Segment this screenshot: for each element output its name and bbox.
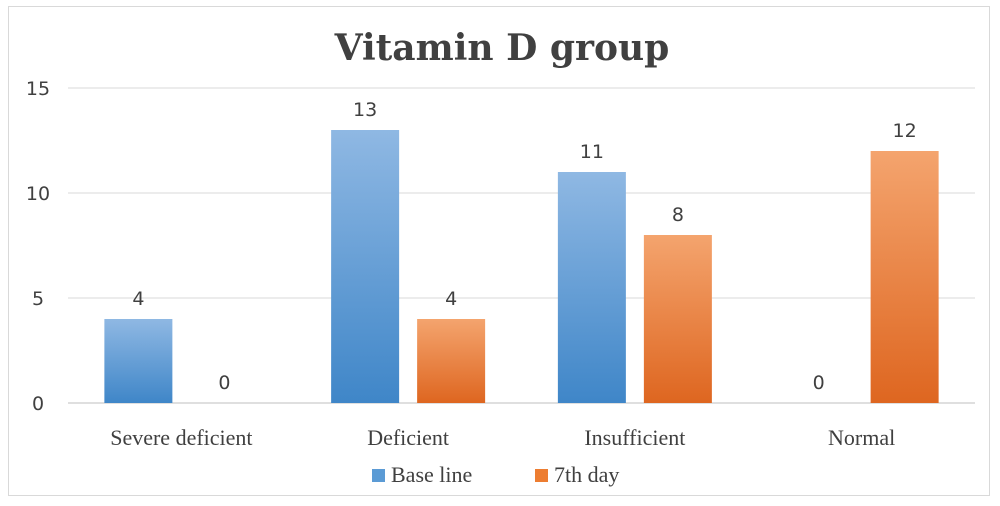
x-axis: Severe deficient Deficient Insufficient Nor… (110, 425, 895, 450)
legend-label: Base line (391, 462, 472, 487)
legend-label: 7th day (554, 462, 619, 487)
x-tick-label: Insufficient (584, 425, 685, 450)
data-label: 13 (353, 99, 377, 121)
legend-swatch (372, 469, 385, 482)
bar-day7 (643, 235, 712, 403)
bar-day7 (870, 151, 939, 403)
legend-swatch (535, 469, 548, 482)
x-tick-label: Deficient (367, 425, 449, 450)
data-labels: 4 0 13 4 11 8 0 12 (132, 99, 916, 394)
bar-baseline (557, 172, 626, 403)
x-tick-label: Severe deficient (110, 425, 252, 450)
data-label: 11 (580, 141, 604, 163)
data-label: 0 (218, 372, 230, 394)
x-tick-label: Normal (828, 425, 895, 450)
data-label: 8 (672, 204, 684, 226)
gridlines (68, 87, 975, 404)
data-label: 4 (445, 288, 457, 310)
bars (104, 130, 939, 403)
data-label: 12 (893, 120, 917, 142)
y-axis: 0 5 10 15 (26, 78, 50, 415)
legend: Base line 7th day (372, 462, 619, 487)
y-tick-label: 5 (32, 288, 44, 310)
bar-baseline (331, 130, 400, 403)
y-tick-label: 15 (26, 78, 50, 100)
chart-title: Vitamin D group (334, 27, 670, 69)
data-label: 0 (813, 372, 825, 394)
bar-day7 (417, 319, 486, 403)
y-tick-label: 10 (26, 183, 50, 205)
bar-baseline (104, 319, 173, 403)
y-tick-label: 0 (32, 393, 44, 415)
data-label: 4 (132, 288, 144, 310)
